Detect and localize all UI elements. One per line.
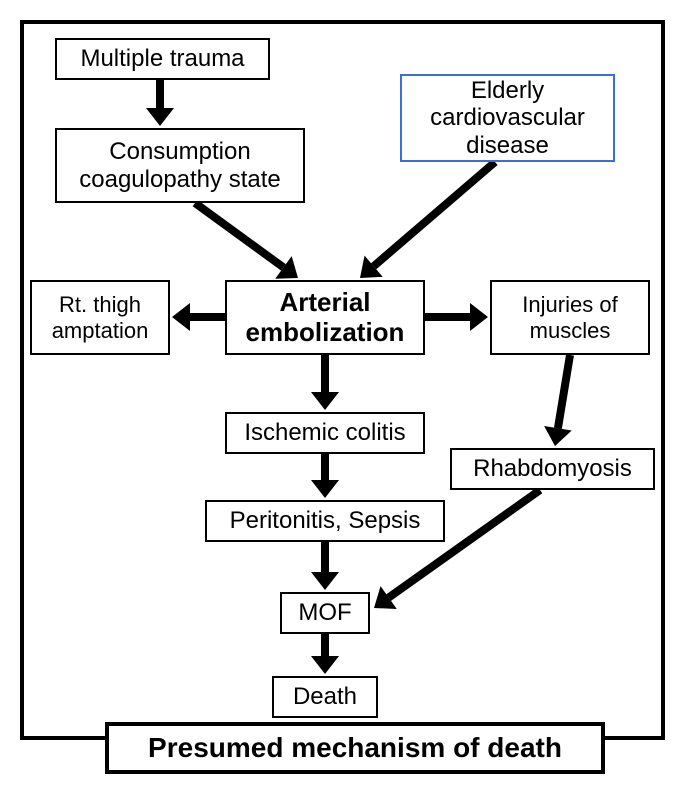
node-mof: MOF <box>280 592 370 634</box>
node-rt-thigh-amputation: Rt. thigh amptation <box>30 280 170 355</box>
node-label: Ischemic colitis <box>244 419 405 447</box>
node-label: Multiple trauma <box>80 45 244 73</box>
title-label: Presumed mechanism of death <box>148 732 562 764</box>
node-label: Rt. thigh amptation <box>40 292 160 343</box>
node-peritonitis-sepsis: Peritonitis, Sepsis <box>205 500 445 542</box>
diagram-canvas: Multiple trauma Elderly cardiovascular d… <box>0 0 685 796</box>
node-consumption-coagulopathy: Consumption coagulopathy state <box>55 128 305 203</box>
node-elderly-cardiovascular: Elderly cardiovascular disease <box>400 74 615 162</box>
node-label: MOF <box>298 599 351 627</box>
node-label: Rhabdomyosis <box>473 455 632 483</box>
diagram-title: Presumed mechanism of death <box>105 722 605 774</box>
node-label: Peritonitis, Sepsis <box>230 507 421 535</box>
node-death: Death <box>272 676 378 718</box>
node-label: Elderly cardiovascular disease <box>410 77 605 160</box>
node-label: Injuries of muscles <box>500 292 640 343</box>
node-arterial-embolization: Arterial embolization <box>225 280 425 355</box>
node-label: Death <box>293 683 357 711</box>
node-rhabdomyosis: Rhabdomyosis <box>450 448 655 490</box>
node-label: Arterial embolization <box>235 288 415 348</box>
node-injuries-of-muscles: Injuries of muscles <box>490 280 650 355</box>
node-label: Consumption coagulopathy state <box>65 138 295 193</box>
node-multiple-trauma: Multiple trauma <box>55 38 270 80</box>
node-ischemic-colitis: Ischemic colitis <box>225 412 425 454</box>
